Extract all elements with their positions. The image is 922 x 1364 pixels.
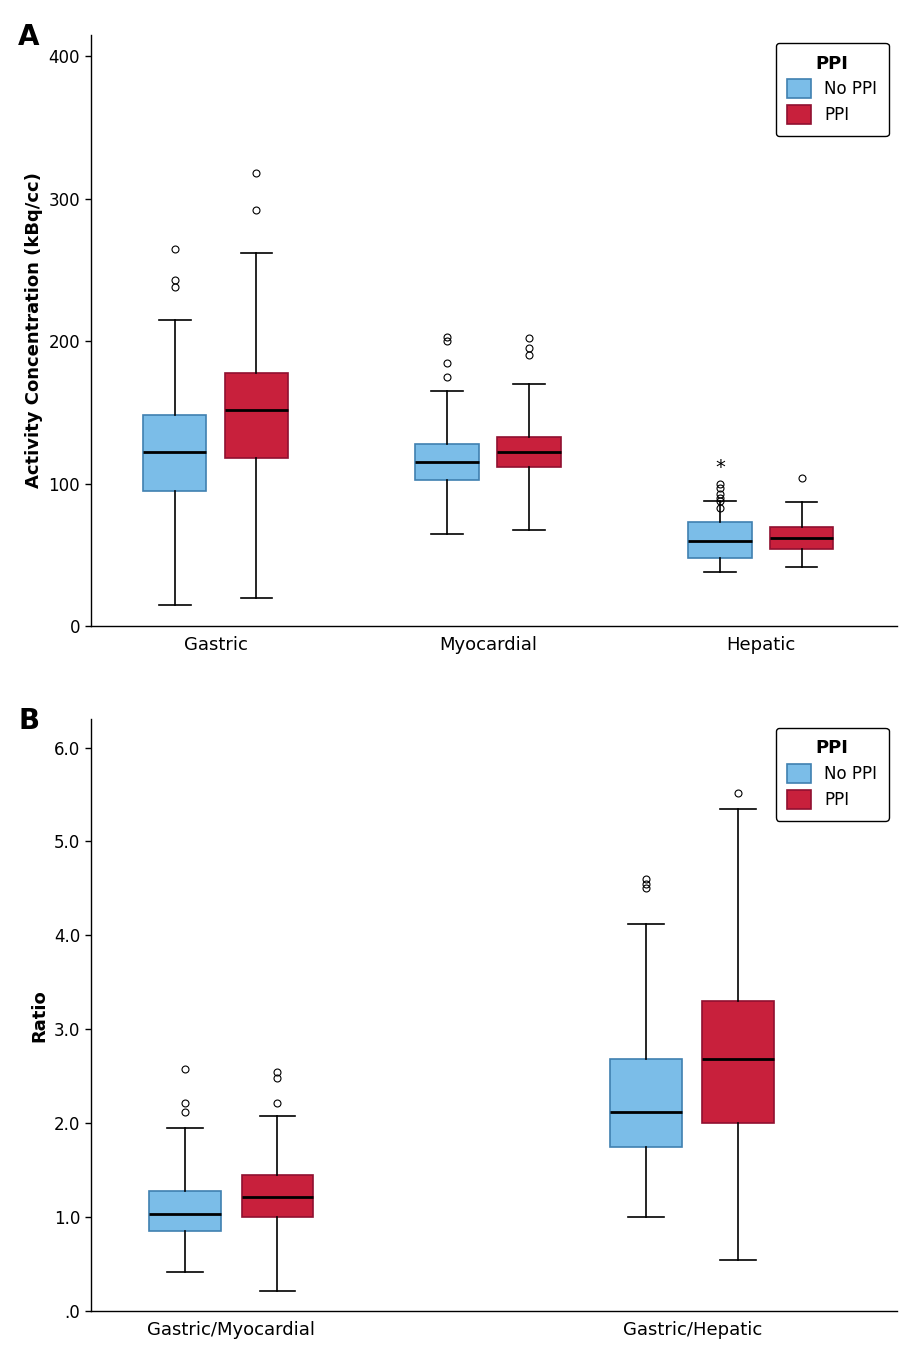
PathPatch shape	[770, 527, 833, 550]
PathPatch shape	[242, 1174, 313, 1217]
Y-axis label: Ratio: Ratio	[30, 989, 48, 1042]
PathPatch shape	[703, 1001, 774, 1124]
Text: B: B	[18, 708, 39, 735]
PathPatch shape	[416, 443, 479, 480]
PathPatch shape	[149, 1191, 221, 1232]
Text: A: A	[18, 23, 40, 50]
PathPatch shape	[610, 1060, 682, 1147]
PathPatch shape	[688, 522, 751, 558]
Legend: No PPI, PPI: No PPI, PPI	[775, 42, 889, 136]
Y-axis label: Activity Concentration (kBq/cc): Activity Concentration (kBq/cc)	[25, 173, 43, 488]
PathPatch shape	[225, 372, 289, 458]
Legend: No PPI, PPI: No PPI, PPI	[775, 727, 889, 821]
Text: *: *	[715, 458, 725, 477]
PathPatch shape	[143, 416, 207, 491]
PathPatch shape	[497, 436, 561, 466]
